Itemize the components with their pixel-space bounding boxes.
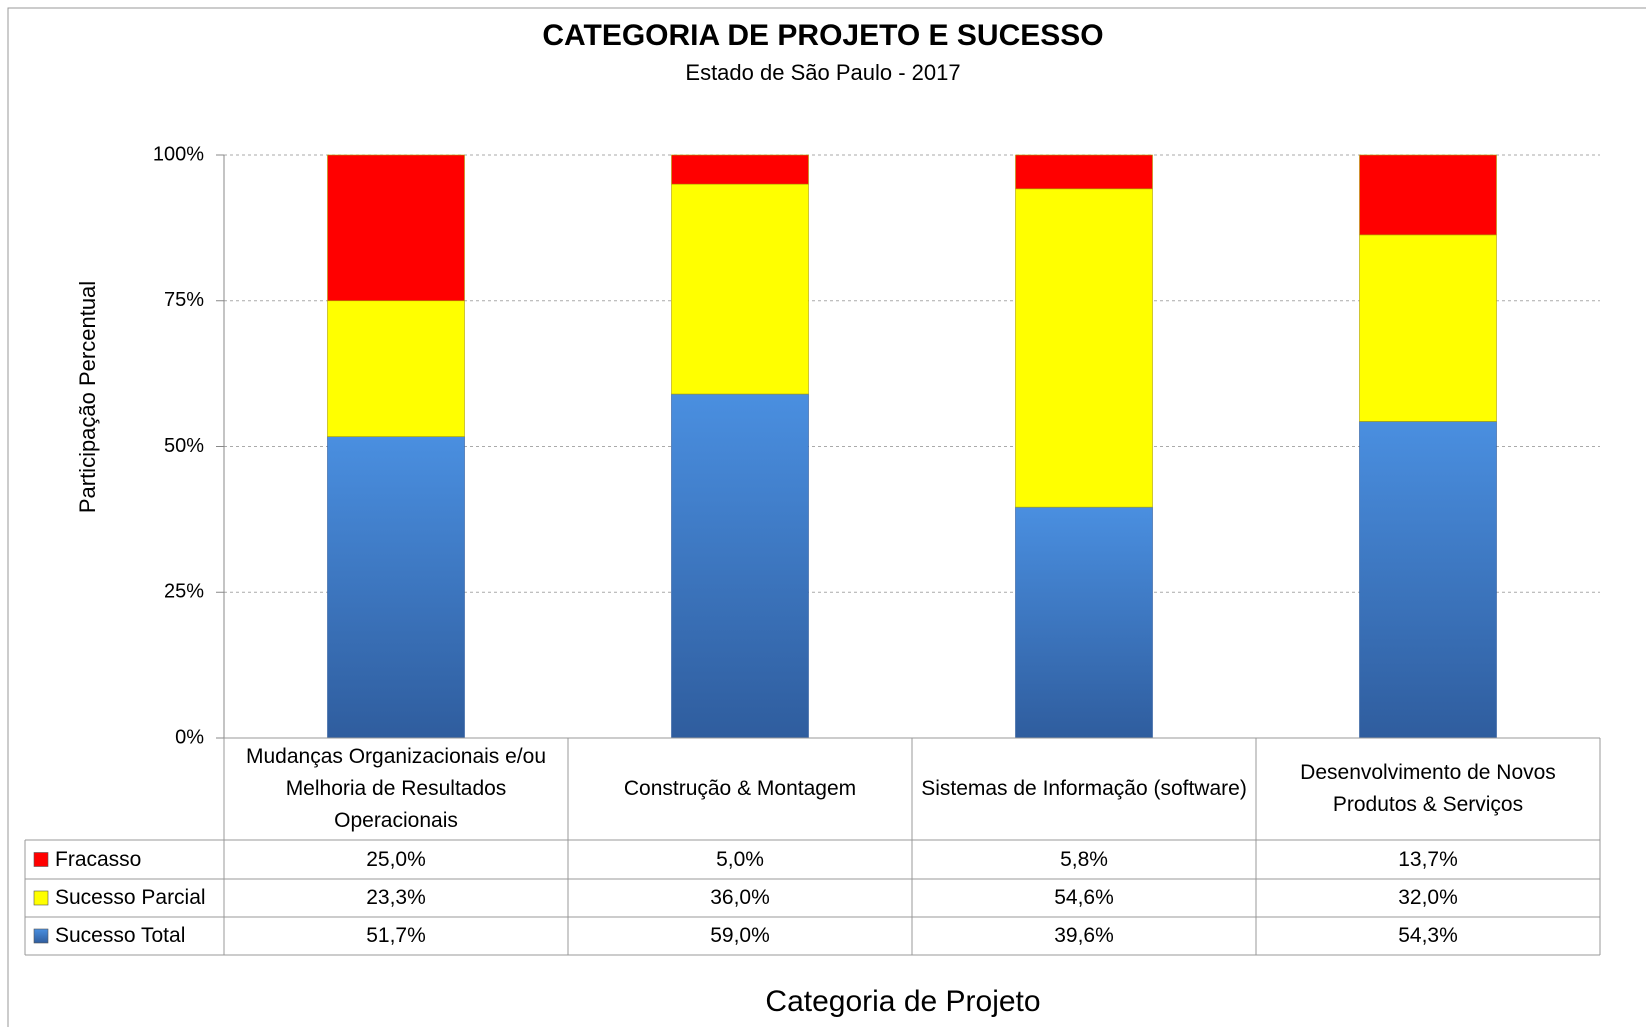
legend-entry: Fracasso	[25, 840, 224, 879]
bar-segment	[1359, 154, 1497, 236]
y-tick-label: 0%	[175, 726, 204, 748]
legend-swatch	[33, 928, 49, 944]
table-value: 54,6%	[1054, 886, 1114, 909]
table-value: 5,8%	[1060, 847, 1108, 871]
y-tick-label: 50%	[164, 435, 204, 457]
legend-entry: Sucesso Parcial	[25, 879, 224, 917]
category-label: Construção & Montagem	[623, 777, 857, 800]
table-value: 39,6%	[1054, 924, 1114, 947]
bar-segment	[1015, 188, 1153, 508]
category-label: Mudanças Organizacionais e/ou Melhoria d…	[245, 745, 546, 832]
y-tick-label: 25%	[164, 581, 204, 603]
bar-segment	[671, 183, 809, 395]
legend-label: Sucesso Total	[55, 924, 186, 947]
bar-segment	[671, 393, 809, 739]
legend-label: Fracasso	[55, 847, 142, 871]
legend-swatch	[33, 890, 49, 906]
table-value: 59,0%	[710, 924, 770, 947]
y-axis-label: Participação Percentual	[75, 281, 100, 513]
x-axis-label: Categoria de Projeto	[765, 985, 1040, 1018]
y-tick-label: 75%	[164, 289, 204, 311]
chart-title: CATEGORIA DE PROJETO E SUCESSO	[542, 19, 1103, 52]
y-tick-label: 100%	[153, 143, 204, 165]
legend-entry: Sucesso Total	[25, 917, 224, 955]
bar-segment	[1015, 506, 1153, 739]
legend-label: Sucesso Parcial	[55, 886, 206, 909]
bar-segment	[327, 436, 465, 739]
bar-segment	[327, 300, 465, 437]
table-value: 23,3%	[366, 886, 426, 909]
table-value: 32,0%	[1398, 886, 1458, 909]
table-value: 5,0%	[716, 847, 764, 871]
bar-segment	[671, 154, 809, 185]
chart-subtitle: Estado de São Paulo - 2017	[685, 60, 960, 85]
table-value: 13,7%	[1398, 847, 1458, 871]
category-label: Desenvolvimento de Novos Produtos & Serv…	[1300, 761, 1556, 816]
table-value: 25,0%	[366, 847, 426, 871]
table-value: 54,3%	[1398, 924, 1458, 947]
category-label: Sistemas de Informação (software)	[921, 777, 1247, 800]
bar-segment	[1359, 421, 1497, 739]
bar-segment	[327, 154, 465, 302]
bar-segment	[1359, 234, 1497, 422]
table-value: 36,0%	[710, 886, 770, 909]
legend-swatch	[33, 852, 49, 867]
bar-segment	[1015, 154, 1153, 190]
chart-border	[7, 7, 1646, 1027]
table-value: 51,7%	[366, 924, 426, 947]
